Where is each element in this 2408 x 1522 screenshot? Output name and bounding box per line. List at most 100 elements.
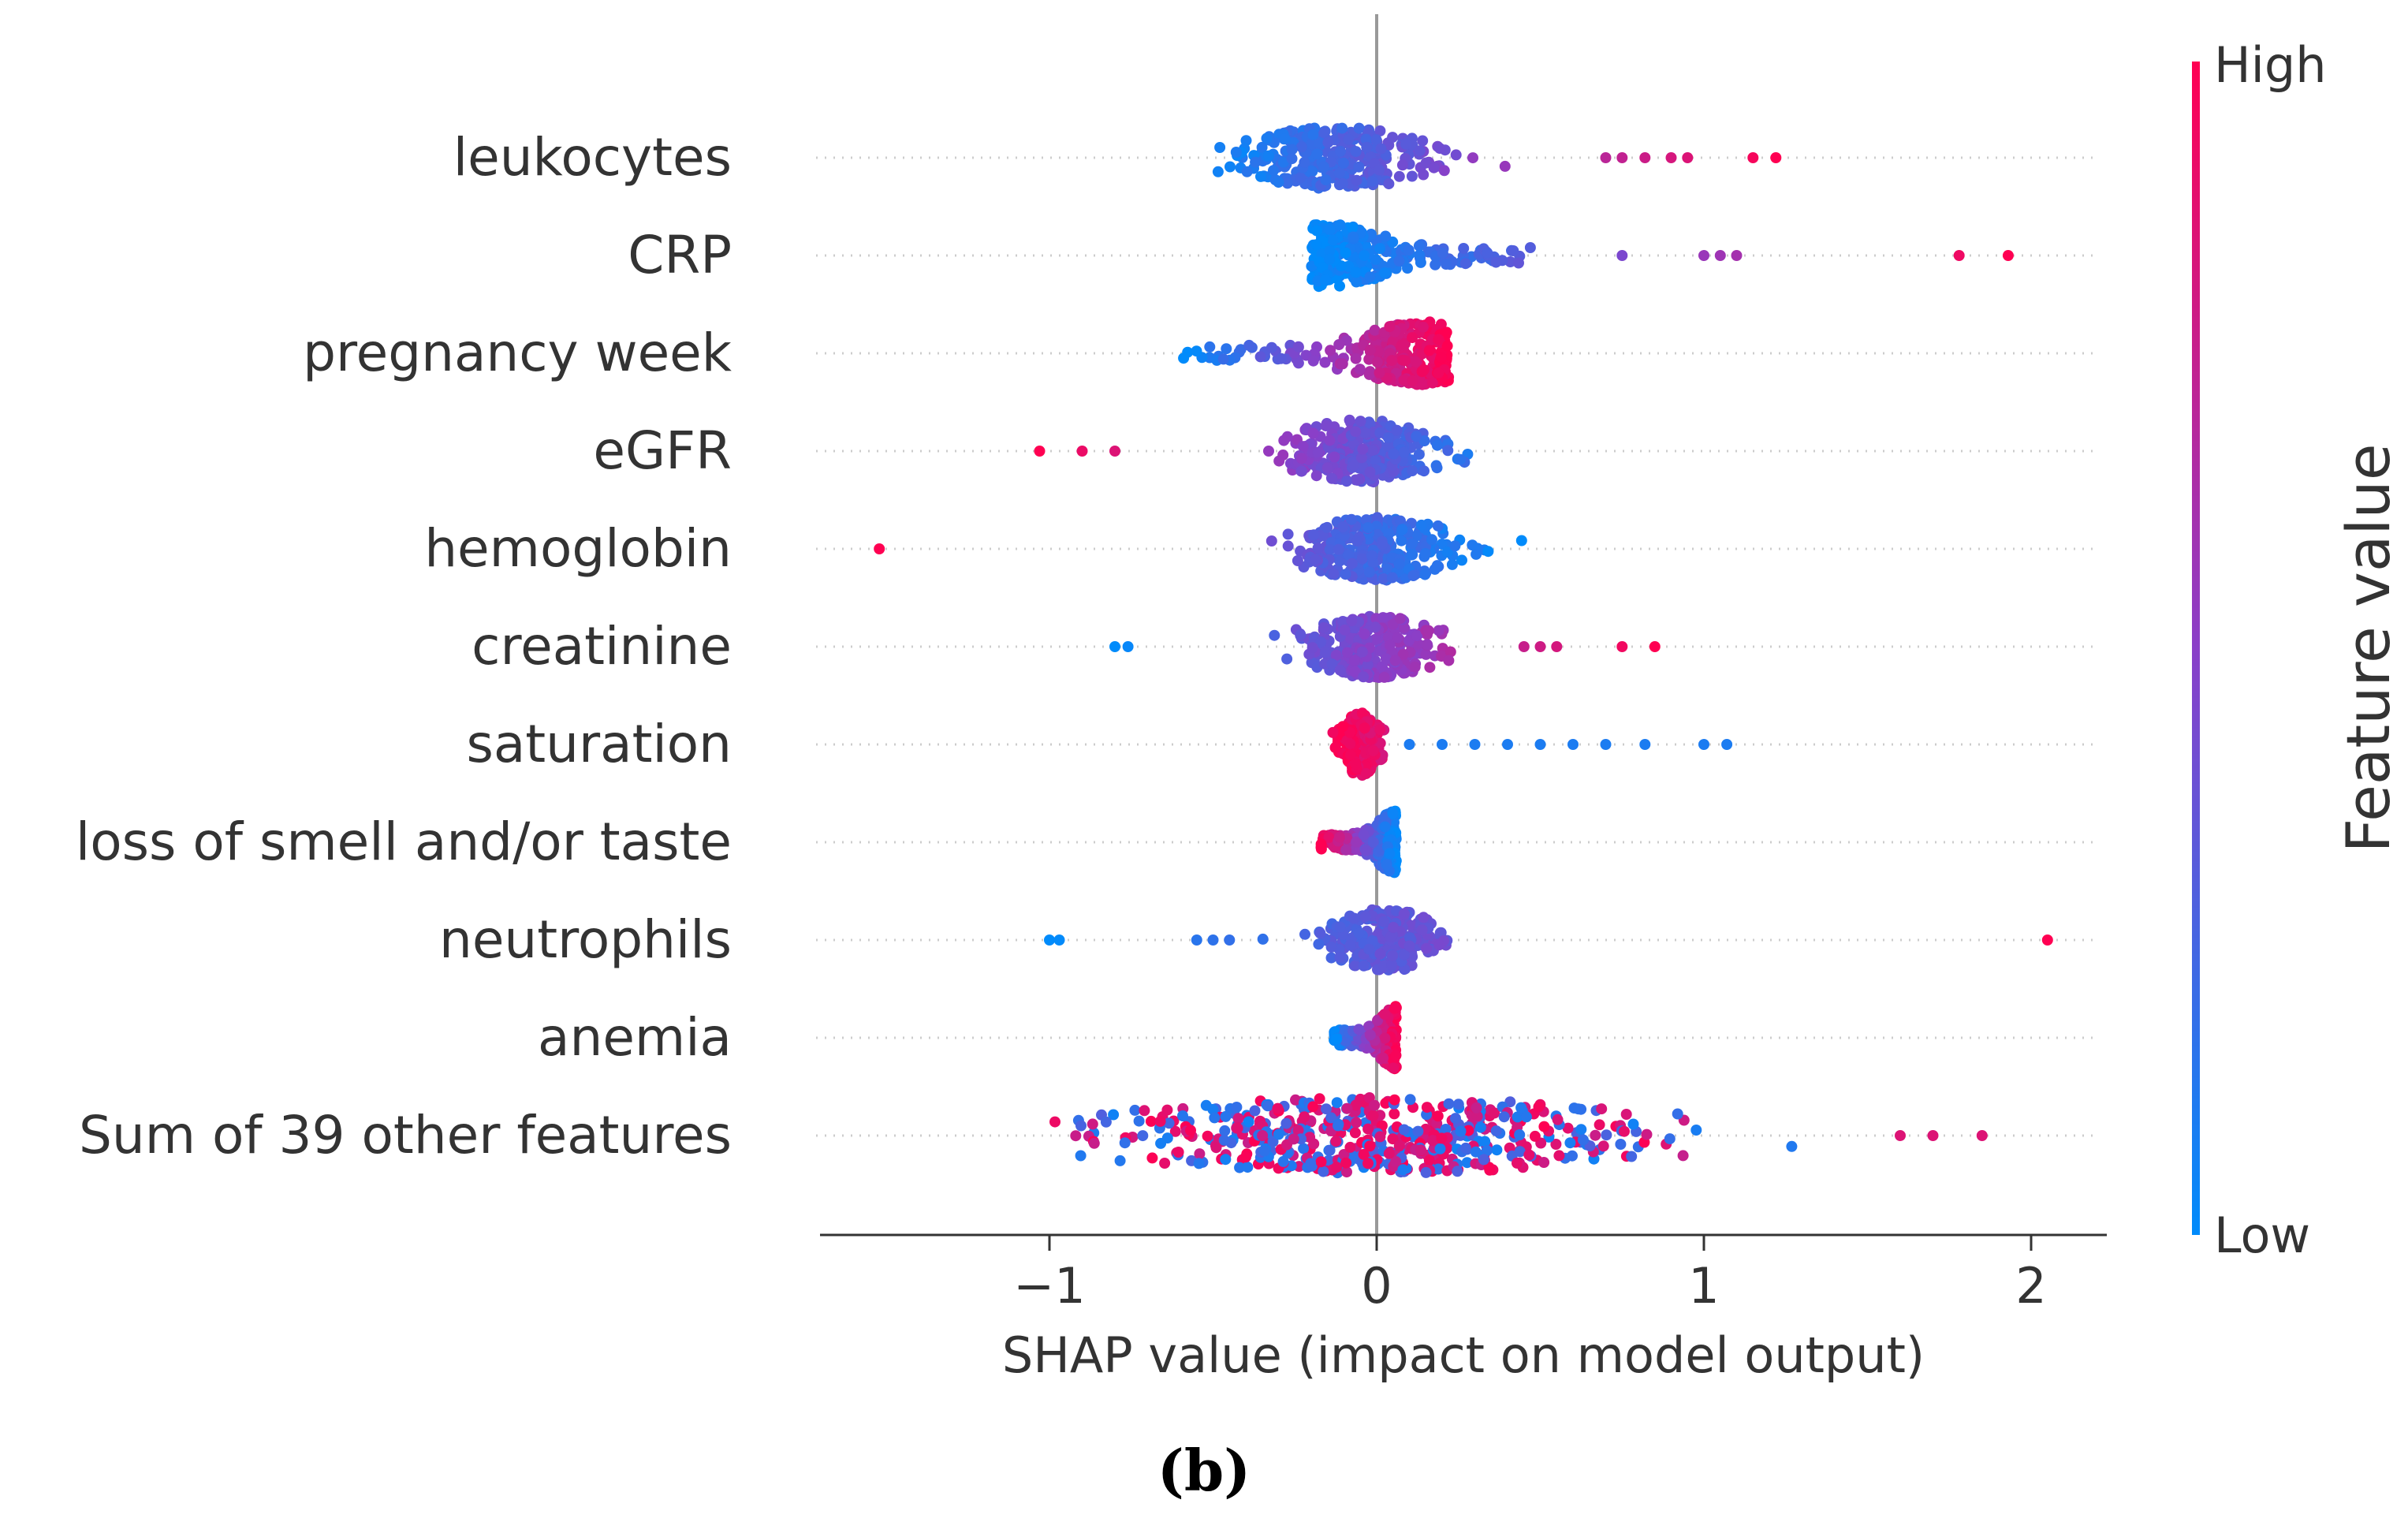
shap-point	[1387, 132, 1399, 144]
shap-point	[1282, 540, 1294, 552]
shap-point	[1641, 1128, 1653, 1140]
shap-point	[1299, 156, 1310, 168]
shap-point	[1347, 222, 1359, 233]
shap-point	[1386, 355, 1398, 367]
shap-point	[1387, 808, 1399, 819]
shap-point	[1513, 257, 1524, 269]
shap-point	[1351, 174, 1362, 186]
shap-point	[1358, 1148, 1370, 1160]
shap-point	[1221, 343, 1232, 355]
shap-point	[1044, 934, 1055, 946]
shap-point	[1423, 345, 1435, 356]
shap-point	[1380, 1097, 1392, 1109]
shap-point	[1747, 152, 1759, 163]
shap-point	[1359, 722, 1370, 734]
shap-point	[1552, 1114, 1564, 1125]
shap-point	[1418, 364, 1430, 375]
shap-point	[1295, 465, 1307, 477]
shap-point	[1417, 135, 1429, 147]
shap-point	[1326, 472, 1338, 484]
shap-point	[1263, 446, 1274, 457]
shap-point	[1403, 739, 1415, 750]
shap-point	[1419, 569, 1431, 580]
shap-point	[1406, 549, 1418, 561]
feature-points	[1049, 1092, 1988, 1179]
shap-point	[1423, 1155, 1435, 1166]
shap-point	[1590, 1129, 1601, 1141]
shap-point	[1664, 1133, 1676, 1145]
feature-points	[1044, 904, 2053, 975]
x-axis-title: SHAP value (impact on model output)	[1002, 1326, 1925, 1384]
colorbar-title: Feature value	[2333, 444, 2403, 853]
shap-point	[1292, 341, 1304, 353]
shap-point	[1075, 1150, 1087, 1162]
shap-point	[1361, 141, 1373, 153]
shap-point	[1616, 152, 1628, 163]
shap-point	[1389, 655, 1401, 666]
shap-point	[1411, 630, 1423, 642]
shap-point	[1407, 332, 1418, 344]
shap-point	[1370, 134, 1382, 146]
shap-point	[1139, 1105, 1150, 1117]
shap-point	[1178, 353, 1190, 364]
shap-point	[1370, 621, 1381, 633]
shap-point	[1344, 738, 1356, 750]
shap-point	[1616, 641, 1628, 652]
shap-point	[1146, 1152, 1158, 1164]
shap-point	[1594, 1119, 1605, 1131]
shap-point	[1350, 758, 1362, 770]
shap-point	[1518, 641, 1530, 652]
feature-points	[1327, 707, 1733, 781]
shap-point	[1325, 1112, 1337, 1124]
shap-point	[1314, 1093, 1325, 1105]
shap-point	[1421, 1102, 1433, 1114]
feature-label: eGFR	[593, 420, 732, 481]
shap-point	[1601, 1129, 1612, 1141]
shap-point	[1133, 1115, 1145, 1127]
shap-point	[1455, 1125, 1467, 1137]
shap-point	[1384, 321, 1396, 333]
shap-point	[1070, 1130, 1082, 1142]
shap-point	[1388, 1062, 1400, 1074]
shap-point	[1524, 242, 1536, 253]
feature-labels: leukocytes CRP pregnancy week eGFR hemoglobi…	[76, 127, 732, 1166]
shap-point	[1400, 355, 1411, 367]
shap-point	[1369, 1099, 1381, 1111]
shap-point	[1350, 267, 1362, 278]
shap-point	[1568, 1102, 1580, 1114]
shap-point	[1404, 932, 1415, 944]
shap-point	[1185, 1125, 1196, 1136]
shap-point	[1379, 1032, 1391, 1044]
shap-point	[1299, 928, 1310, 940]
shap-point	[1219, 1125, 1231, 1136]
shap-point	[1382, 432, 1394, 443]
shap-point	[1567, 739, 1579, 750]
shap-point	[1512, 1157, 1523, 1169]
shap-point	[1367, 837, 1379, 849]
colorbar-gradient	[2192, 62, 2200, 1235]
panel-label: (b)	[1157, 1437, 1251, 1504]
shap-point	[1449, 540, 1461, 552]
shap-point	[1225, 161, 1236, 173]
shap-point	[1698, 250, 1709, 261]
shap-point	[1286, 144, 1298, 155]
shap-point	[1324, 1144, 1336, 1156]
shap-point	[1304, 1132, 1316, 1143]
shap-point	[1441, 547, 1453, 558]
shap-point	[1393, 558, 1405, 570]
shap-point	[1471, 1110, 1483, 1122]
shap-point	[1325, 345, 1336, 356]
feature-points	[874, 512, 1527, 586]
shap-point	[1394, 613, 1406, 625]
shap-point	[1377, 1052, 1389, 1064]
shap-point	[1471, 548, 1482, 560]
shap-point	[1350, 1099, 1362, 1111]
shap-point	[1325, 952, 1337, 964]
shap-point	[1474, 1121, 1486, 1133]
shap-point	[1255, 170, 1266, 182]
shap-point	[1436, 1132, 1448, 1144]
shap-point	[1232, 1113, 1244, 1125]
shap-point	[1567, 1150, 1578, 1162]
feature-points	[1315, 805, 1402, 879]
shap-point	[1499, 160, 1511, 172]
